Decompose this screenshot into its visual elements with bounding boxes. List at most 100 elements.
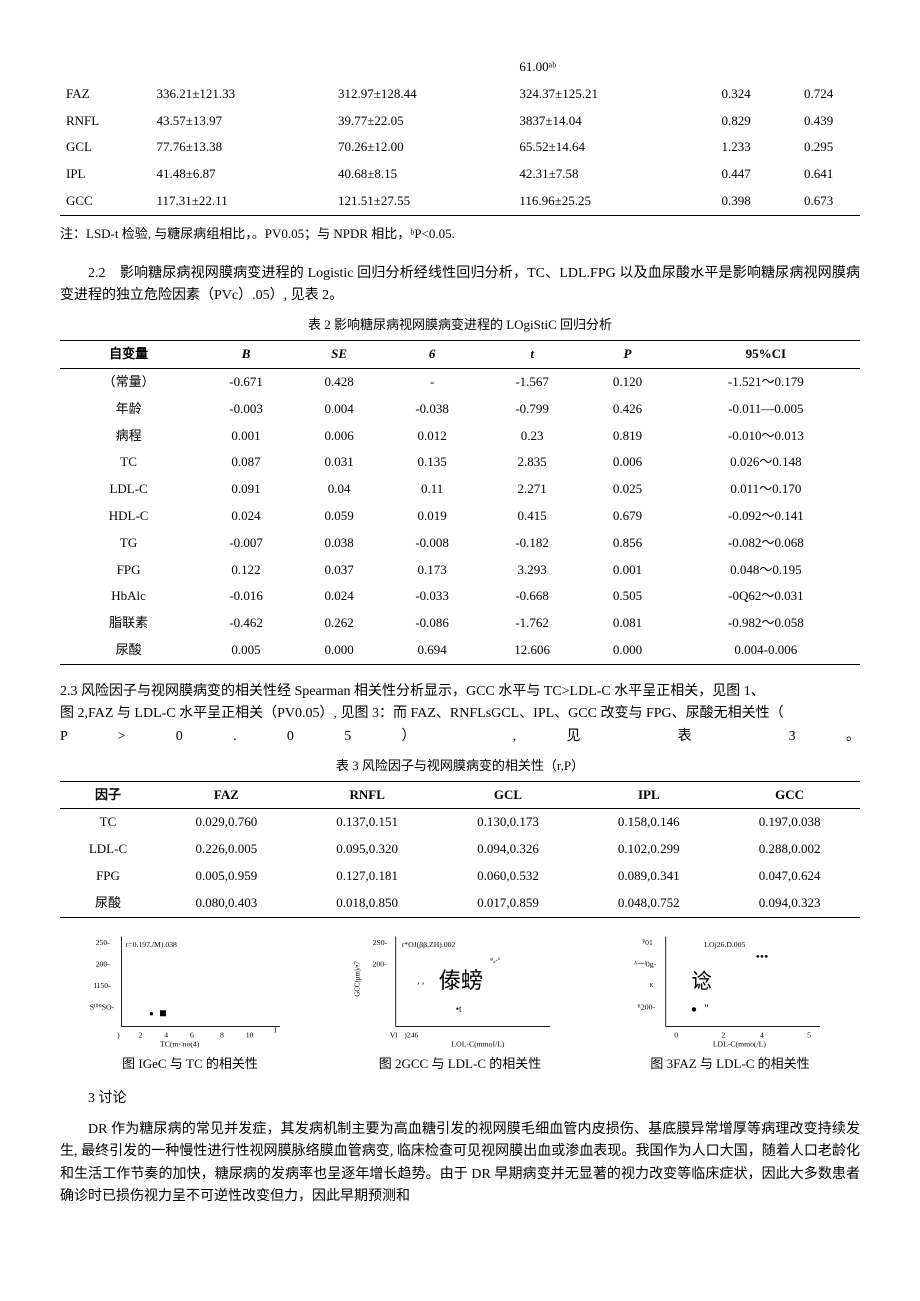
table2-cell: 0.031: [295, 449, 383, 476]
table1-cell: 0.724: [777, 81, 860, 108]
table2-row: （常量）-0.6710.428--1.5670.120-1.521〜0.179: [60, 368, 860, 395]
table2-cell: 0.679: [583, 503, 671, 530]
table2-cell: -0.082〜0.068: [672, 530, 860, 557]
table2-cell: 0.038: [295, 530, 383, 557]
table1-row: GCL77.76±13.3870.26±12.0065.52±14.641.23…: [60, 134, 860, 161]
figure-2: 2S0- 200- GCC(μm)/•7 r*OJ(ββ,ZH).002 傣螃 …: [330, 928, 590, 1075]
table3-cell: 0.029,0.760: [156, 809, 297, 836]
table2-cell: -0.092〜0.141: [672, 503, 860, 530]
table2-cell: -0.086: [383, 610, 481, 637]
fig2-title: 图 2GCC 与 LDL-C 的相关性: [330, 1054, 590, 1075]
svg-text:傣螃: 傣螃: [439, 968, 484, 993]
table2-cell: 0.037: [295, 557, 383, 584]
table2-cell: 0.11: [383, 476, 481, 503]
table1-note: 注：LSD-t 检验, 与糖尿病组相比，。PV0.05；与 NPDR 相比，ᵇP…: [60, 224, 860, 245]
table3-cell: TC: [60, 809, 156, 836]
table2-cell: 0.004: [295, 396, 383, 423]
table2-cell: 0.024: [295, 583, 383, 610]
table2-header-cell: 自变量: [60, 341, 197, 369]
table1-row: GCC117.31±22.11121.51±27.55116.96±25.250…: [60, 188, 860, 215]
svg-text:•t: •t: [456, 1005, 462, 1015]
table1-cell: 117.31±22.11: [151, 188, 332, 215]
table2-header-cell: 95%CI: [672, 341, 860, 369]
svg-text:8: 8: [220, 1030, 224, 1039]
svg-text:I: I: [274, 1025, 277, 1034]
svg-text:200-: 200-: [373, 959, 388, 968]
table2-cell: 0.011〜0.170: [672, 476, 860, 503]
table2-cell: 2.271: [481, 476, 583, 503]
table2-cell: 0.025: [583, 476, 671, 503]
table2-cell: -0.003: [197, 396, 295, 423]
table2-cell: 0.005: [197, 637, 295, 664]
table2-cell: 0.081: [583, 610, 671, 637]
svg-text:ⁿᴵₐ-°: ⁿᴵₐ-°: [490, 957, 501, 964]
table3-header-cell: IPL: [578, 781, 719, 809]
table2-cell: -0.182: [481, 530, 583, 557]
svg-text:6: 6: [190, 1030, 194, 1039]
table2-cell: -0.016: [197, 583, 295, 610]
table1-cell: GCC: [60, 188, 151, 215]
table2-cell: 0.012: [383, 423, 481, 450]
table1-cell: 61.00ᵃᵇ: [513, 54, 694, 81]
table1-row: FAZ336.21±121.33312.97±128.44324.37±125.…: [60, 81, 860, 108]
table2-cell: HDL-C: [60, 503, 197, 530]
svg-text:0: 0: [674, 1030, 678, 1039]
svg-text:ᴬᅳᴵ0g-: ᴬᅳᴵ0g-: [634, 959, 657, 968]
svg-text:Vl: Vl: [390, 1030, 398, 1039]
table2-cell: 3.293: [481, 557, 583, 584]
table2-cell: -0.007: [197, 530, 295, 557]
table3-cell: 0.048,0.752: [578, 890, 719, 917]
table1-cell: 65.52±14.64: [513, 134, 694, 161]
svg-text:250-: 250-: [96, 938, 111, 947]
table1-cell: 1.233: [695, 134, 778, 161]
table1-cell: 0.829: [695, 108, 778, 135]
table1-cell: 70.26±12.00: [332, 134, 513, 161]
table3-cell: 0.089,0.341: [578, 863, 719, 890]
table1-cell: 3837±14.04: [513, 108, 694, 135]
table3-row: 尿酸0.080,0.4030.018,0.8500.017,0.8590.048…: [60, 890, 860, 917]
table1-cell: [151, 54, 332, 81]
section-3-para: DR 作为糖尿病的常见并发症，其发病机制主要为高血糖引发的视网膜毛细血管内皮损伤…: [60, 1119, 860, 1209]
table1-cell: 0.295: [777, 134, 860, 161]
table2-cell: 0.262: [295, 610, 383, 637]
table2-cell: 0.428: [295, 368, 383, 395]
table2-cell: 尿酸: [60, 637, 197, 664]
sec23-line1: 2.3 风险因子与视网膜病变的相关性经 Spearman 相关性分析显示，GCC…: [60, 681, 860, 703]
svg-text:1θ: 1θ: [246, 1030, 254, 1039]
table3-cell: 0.018,0.850: [297, 890, 438, 917]
table2-header-cell: B: [197, 341, 295, 369]
table2-cell: 2.835: [481, 449, 583, 476]
table3-cell: 0.197,0.038: [719, 809, 860, 836]
table1-tail: 61.00ᵃᵇFAZ336.21±121.33312.97±128.44324.…: [60, 54, 860, 216]
table1-cell: 0.641: [777, 161, 860, 188]
table1-cell: [695, 54, 778, 81]
table2-cell: 0.004-0.006: [672, 637, 860, 664]
table2-row: 病程0.0010.0060.0120.230.819-0.010〜0.013: [60, 423, 860, 450]
table2-caption: 表 2 影响糖尿病视网膜病变进程的 LOgiStiC 回归分析: [60, 315, 860, 336]
table2-cell: 12.606: [481, 637, 583, 664]
fig3-title: 图 3FAZ 与 LDL-C 的相关性: [600, 1054, 860, 1075]
table2-row: TC0.0870.0310.1352.8350.0060.026〜0.148: [60, 449, 860, 476]
table2-cell: 年龄: [60, 396, 197, 423]
table2-cell: -1.762: [481, 610, 583, 637]
section-2-3: 2.3 风险因子与视网膜病变的相关性经 Spearman 相关性分析显示，GCC…: [60, 681, 860, 748]
table3-header-cell: FAZ: [156, 781, 297, 809]
table1-cell: 336.21±121.33: [151, 81, 332, 108]
fig3-rlabel: LOj26.D.005: [704, 940, 745, 949]
table2-cell: LDL-C: [60, 476, 197, 503]
svg-text:5: 5: [807, 1030, 811, 1039]
table3-cell: 0.005,0.959: [156, 863, 297, 890]
table1-cell: FAZ: [60, 81, 151, 108]
table1-row: 61.00ᵃᵇ: [60, 54, 860, 81]
table2-header-cell: P: [583, 341, 671, 369]
table2-row: HDL-C0.0240.0590.0190.4150.679-0.092〜0.1…: [60, 503, 860, 530]
table2-cell: 0.091: [197, 476, 295, 503]
section-3-heading: 3 讨论: [60, 1088, 860, 1110]
svg-text:)246: )246: [404, 1030, 418, 1039]
table2-cell: -0.010〜0.013: [672, 423, 860, 450]
table2-cell: -0.668: [481, 583, 583, 610]
table2-row: 脂联素-0.4620.262-0.086-1.7620.081-0.982〜0.…: [60, 610, 860, 637]
table2-cell: 0.000: [583, 637, 671, 664]
svg-text:Sᴵ⁰⁰SO-: Sᴵ⁰⁰SO-: [90, 1002, 115, 1011]
table3-cell: FPG: [60, 863, 156, 890]
